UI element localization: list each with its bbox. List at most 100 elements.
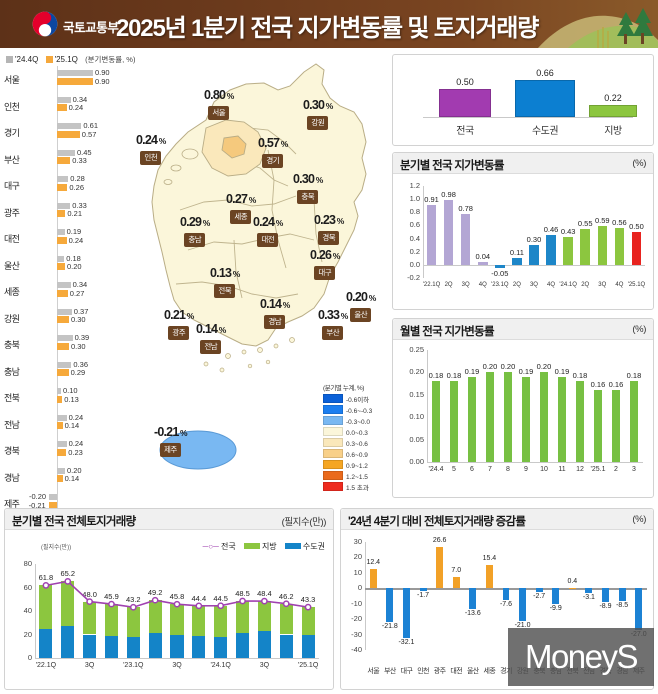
region-value-prev: -0.20 (29, 492, 47, 501)
changerate-bar (552, 588, 560, 604)
monthly-bar (540, 372, 548, 462)
percent-sign: % (201, 218, 211, 228)
changerate-bar (452, 577, 460, 589)
map-value: 0.30 % (303, 98, 333, 112)
transactions-stacked-chart: (필지수(만)) ─○─ 전국 지방 수도권 0 20 40 60 80 61.8 '22.1Q… (5, 530, 333, 689)
map-region-tag: 전남 (200, 340, 222, 354)
map-region-tag: 부산 (322, 326, 344, 340)
percent-sign: % (217, 325, 227, 335)
legend-swatch-prev (6, 56, 13, 63)
changerate-ytick: -30 (351, 629, 362, 639)
changerate-bar-value: -21.0 (514, 621, 531, 629)
region-value-current: 0.26 (69, 182, 84, 192)
region-name: 대전 (4, 234, 20, 244)
summary-bar (515, 80, 575, 117)
changerate-xtick: 울산 (466, 668, 479, 675)
transactions-bar-local (235, 601, 250, 633)
region-row: 대전 0.19 0.24 (0, 225, 120, 252)
region-value-current: -0.21 (28, 500, 46, 510)
map-label-제주: -0.21 % 제주 (154, 425, 188, 457)
monthly-bar-value: 0.19 (464, 366, 480, 376)
region-value-prev: 0.36 (73, 359, 88, 369)
transactions-ytick: 40 (23, 606, 32, 615)
monthly-xaxis (427, 462, 643, 463)
region-name: 부산 (4, 154, 20, 165)
changerate-xtick: 서울 (367, 668, 380, 675)
transactions-total-value: 61.8 (38, 573, 54, 583)
map-region-tag: 충북 (297, 190, 319, 204)
transactions-unit: (필지수(만)) (281, 517, 327, 528)
map-region-tag: 인천 (140, 151, 162, 165)
map-legend-swatch (323, 471, 343, 480)
map-legend-label: 0.0~0.3 (346, 430, 368, 437)
quarterly-xtick: '25.1Q (627, 282, 646, 288)
region-row: 대구 0.28 0.26 (0, 172, 120, 199)
map-value: 0.24 % (253, 215, 283, 229)
map-legend-item: 0.6~0.9 (323, 449, 387, 460)
map-region-tag-wrap: 울산 (346, 304, 375, 322)
quarterly-ytick: 0.2 (409, 246, 420, 256)
quarterly-bar (597, 226, 608, 265)
quarterly-yaxis (423, 186, 424, 278)
monthly-ytick: 0.00 (409, 457, 424, 466)
legend-swatch-local (243, 543, 260, 549)
region-bar-current (57, 263, 65, 270)
monthly-bar-value: 0.18 (626, 371, 642, 381)
quarterly-panel: 분기별 전국 지가변동률 (%) -0.2 0.0 0.2 0.4 0.6 0.8 1.0 1… (392, 152, 654, 310)
map-value: 0.57 % (258, 136, 288, 150)
region-name: 인천 (4, 101, 20, 112)
summary-bar (439, 89, 491, 117)
transactions-ytick: 60 (23, 582, 32, 592)
monthly-panel: 월별 전국 지가변동률 (%) 0.00 0.05 0.10 0.15 0.20 0.25… (392, 318, 654, 498)
monthly-xtick: '24.4 (428, 466, 444, 473)
transactions-total-value: 65.2 (60, 569, 76, 579)
transactions-title: 분기별 전국 전체토지거래량 (12, 516, 136, 528)
map-region-tag-wrap: 서울 (204, 102, 233, 120)
region-bar-prev (57, 388, 61, 394)
changerate-bar-value: -13.6 (464, 610, 481, 618)
region-name: 충남 (4, 366, 20, 377)
quarterly-bar (460, 213, 471, 265)
monthly-ytick: 0.10 (409, 412, 424, 422)
percent-sign: % (178, 428, 188, 438)
quarterly-xtick: 2Q (512, 282, 521, 288)
region-bar-prev (57, 149, 75, 156)
map-region-tag: 대구 (314, 266, 336, 280)
region-value-prev: 0.20 (67, 465, 82, 475)
region-bar-current (48, 501, 57, 509)
trees-landscape-icon (538, 8, 658, 48)
quarterly-bar (614, 228, 625, 265)
monthly-xtick: 8 (506, 466, 510, 473)
region-bar-current (57, 77, 93, 85)
changerate-bar-value: 0.4 (567, 577, 578, 585)
transactions-xtick: 3Q (84, 662, 95, 669)
region-name: 광주 (4, 207, 20, 218)
quarterly-bar-value: 0.59 (594, 216, 610, 226)
transactions-xtick: '25.1Q (297, 662, 319, 669)
monthly-bar-chart: 0.00 0.05 0.10 0.15 0.20 0.25 0.18 '24.4 0.18 5 0.… (393, 340, 653, 497)
legend-note: (분기변동률, %) (85, 55, 136, 64)
percent-sign: % (367, 293, 377, 303)
monthly-ytick: 0.25 (409, 345, 424, 354)
region-name: 경기 (4, 128, 20, 138)
quarterly-bar (563, 236, 573, 265)
map-legend-item: -0.6이하 (323, 394, 387, 405)
changerate-bar-value: 15.4 (482, 554, 497, 562)
map-region-tag: 서울 (208, 106, 230, 120)
percent-sign: % (231, 269, 241, 279)
legend-label-prev: '24.4Q (15, 55, 39, 64)
quarterly-ytick: 1.0 (409, 194, 420, 204)
region-value-prev: 0.61 (83, 121, 98, 130)
percent-sign: % (185, 311, 195, 321)
region-bar-prev (57, 229, 65, 235)
region-value-prev: 0.33 (72, 200, 87, 210)
changerate-xtick: 대전 (450, 668, 463, 675)
monthly-title-bar (393, 319, 653, 340)
sidebar-legend: '24.4Q '25.1Q (분기변동률, %) (6, 54, 135, 65)
monthly-xtick: 12 (576, 466, 584, 473)
quarterly-ytick: 0.0 (409, 259, 420, 269)
ministry-name: 국토교통부 (63, 21, 119, 35)
region-value-prev: 0.37 (73, 306, 89, 316)
map-legend-swatch (323, 427, 343, 436)
quarterly-bar-value: 0.98 (441, 190, 456, 200)
